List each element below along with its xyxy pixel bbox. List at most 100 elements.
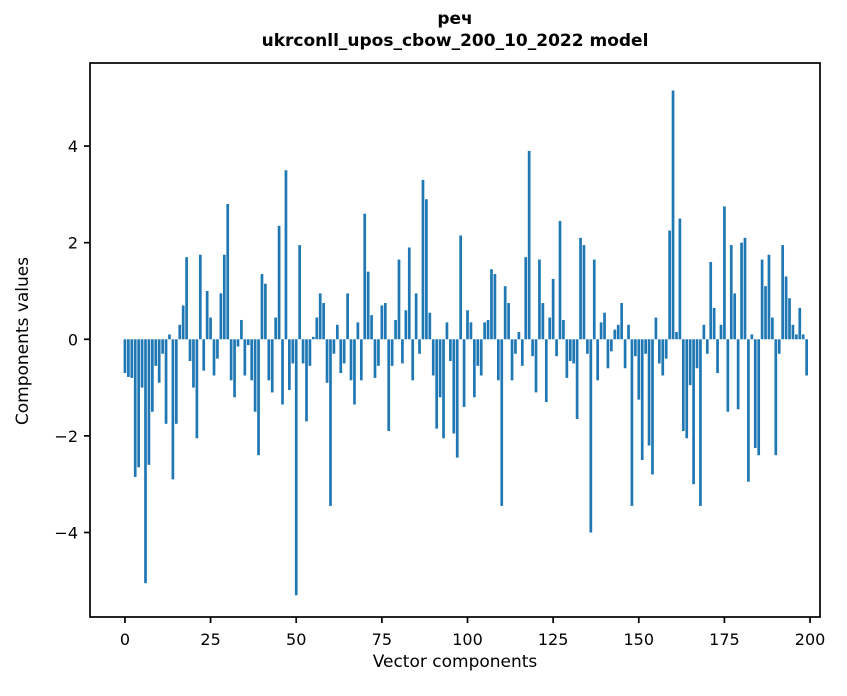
bar: [281, 339, 284, 405]
y-tick-label: 4: [68, 137, 78, 156]
bar: [514, 339, 517, 354]
bar: [613, 329, 617, 340]
bar: [527, 150, 531, 340]
bar: [712, 307, 716, 340]
bar: [284, 170, 288, 340]
x-tick-label: 100: [452, 630, 483, 649]
bar: [264, 283, 267, 340]
bar: [747, 339, 750, 482]
bar: [538, 259, 541, 340]
bar: [339, 339, 343, 374]
bar: [363, 213, 367, 340]
bar: [479, 339, 483, 376]
bar: [274, 317, 278, 340]
bar: [610, 339, 613, 352]
bar: [267, 339, 271, 381]
bar: [634, 339, 637, 357]
bar: [483, 322, 486, 340]
bar: [174, 339, 178, 424]
bar: [620, 303, 624, 340]
bar: [548, 317, 552, 340]
y-axis-label: Components values: [13, 256, 33, 426]
bar: [291, 339, 295, 364]
bar: [414, 293, 418, 340]
bar: [709, 262, 713, 340]
x-tick-label: 125: [538, 630, 569, 649]
bar: [805, 339, 808, 376]
bar: [640, 339, 644, 461]
bar: [784, 276, 788, 340]
bar: [671, 90, 675, 340]
bar: [647, 339, 651, 446]
bar: [366, 271, 370, 340]
bar: [572, 339, 576, 364]
bar: [322, 303, 325, 340]
bar: [589, 339, 593, 533]
bar: [404, 310, 408, 340]
bar: [733, 293, 737, 340]
bar: [181, 305, 185, 340]
bar: [575, 339, 579, 419]
bar: [445, 322, 449, 340]
bar: [565, 339, 569, 378]
x-tick-label: 25: [200, 630, 220, 649]
bar: [517, 332, 521, 340]
bar: [401, 339, 404, 364]
bar: [534, 339, 538, 393]
bar: [627, 324, 630, 340]
y-tick-label: −2: [54, 427, 78, 446]
bar: [678, 218, 682, 340]
bar: [705, 339, 709, 354]
bar: [349, 339, 353, 381]
bar: [205, 290, 209, 340]
bar: [599, 322, 603, 340]
bar: [198, 254, 202, 340]
bar: [353, 339, 356, 405]
bar: [760, 259, 764, 340]
bar: [192, 339, 195, 388]
bar: [651, 339, 654, 475]
bar: [294, 339, 298, 596]
bar: [288, 339, 291, 390]
bar: [226, 204, 230, 340]
bar: [520, 339, 524, 366]
bar: [377, 339, 380, 366]
bar: [637, 339, 641, 400]
bar: [137, 339, 140, 468]
bar: [486, 319, 490, 340]
bar: [140, 339, 144, 388]
bar: [496, 339, 500, 381]
bar: [178, 324, 182, 340]
bar: [644, 339, 647, 354]
bar: [657, 339, 661, 364]
bar: [277, 225, 281, 340]
x-tick-label: 50: [286, 630, 306, 649]
bar: [568, 339, 572, 362]
bar: [431, 339, 435, 376]
bar: [719, 324, 723, 340]
bar: [370, 315, 373, 340]
bar: [699, 339, 702, 506]
bar: [654, 317, 658, 340]
bar: [503, 286, 507, 340]
bar: [435, 339, 439, 429]
bar: [781, 245, 785, 340]
bar: [425, 199, 428, 340]
bar: [154, 339, 158, 366]
bar: [798, 307, 802, 340]
bar: [531, 339, 534, 357]
bar: [592, 259, 596, 340]
bar: [582, 245, 586, 340]
bar: [325, 339, 329, 383]
bar: [383, 303, 387, 340]
bar: [212, 339, 216, 376]
bar: [688, 339, 692, 386]
bar: [757, 339, 761, 456]
bar: [729, 245, 733, 340]
bar: [168, 334, 171, 340]
bar: [243, 339, 247, 376]
bar: [692, 339, 695, 485]
bar: [675, 332, 678, 340]
bar: [209, 317, 212, 340]
